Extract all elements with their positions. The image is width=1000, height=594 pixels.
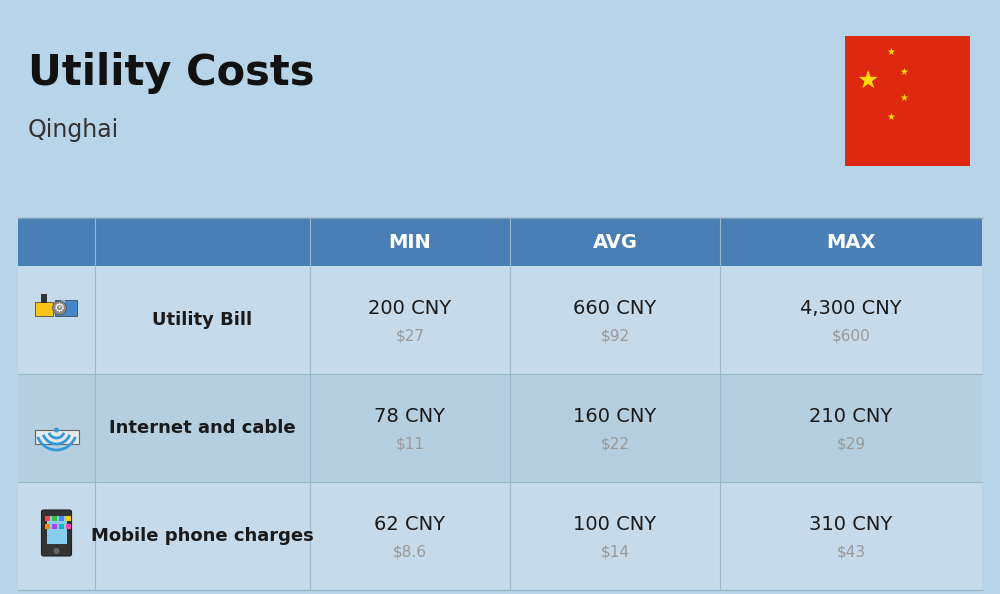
Text: $29: $29 (836, 437, 866, 451)
Bar (59, 516, 64, 520)
Circle shape (54, 548, 60, 554)
Bar (66, 516, 71, 520)
Text: $27: $27 (396, 328, 424, 343)
Bar (40, 294, 46, 303)
Bar (34, 430, 78, 444)
Text: Qinghai: Qinghai (28, 118, 119, 142)
Text: $22: $22 (600, 437, 630, 451)
Text: Mobile phone charges: Mobile phone charges (91, 527, 314, 545)
Text: MAX: MAX (826, 232, 876, 251)
Text: 62 CNY: 62 CNY (374, 514, 446, 533)
Bar (52, 516, 57, 520)
Text: $43: $43 (836, 545, 866, 560)
Text: $14: $14 (600, 545, 630, 560)
Text: 310 CNY: 310 CNY (809, 514, 893, 533)
Text: ★: ★ (899, 67, 908, 77)
Text: Internet and cable: Internet and cable (109, 419, 296, 437)
Text: 660 CNY: 660 CNY (573, 299, 657, 318)
Bar (46, 516, 66, 544)
Bar (18, 482, 982, 590)
Bar (34, 302, 52, 316)
Text: Utility Costs: Utility Costs (28, 52, 314, 94)
Text: ★: ★ (886, 112, 895, 122)
Text: MIN: MIN (389, 232, 431, 251)
Text: 160 CNY: 160 CNY (573, 406, 657, 425)
Bar (60, 300, 64, 304)
Text: ★: ★ (899, 93, 908, 103)
Text: 78 CNY: 78 CNY (374, 406, 446, 425)
Bar (18, 218, 982, 266)
Circle shape (52, 301, 66, 315)
Text: AVG: AVG (592, 232, 638, 251)
Text: ★: ★ (886, 47, 895, 57)
Text: ★: ★ (857, 69, 879, 93)
Text: $11: $11 (396, 437, 424, 451)
Text: Utility Bill: Utility Bill (152, 311, 253, 329)
Circle shape (54, 428, 59, 432)
Text: 200 CNY: 200 CNY (368, 299, 452, 318)
FancyBboxPatch shape (42, 510, 72, 556)
Text: 4,300 CNY: 4,300 CNY (800, 299, 902, 318)
Bar (54, 300, 76, 316)
Bar (66, 523, 71, 529)
Text: 210 CNY: 210 CNY (809, 406, 893, 425)
Bar (45, 523, 50, 529)
Bar (18, 374, 982, 482)
Text: $600: $600 (832, 328, 870, 343)
Bar (18, 266, 982, 374)
Bar (52, 523, 57, 529)
Bar (45, 516, 50, 520)
Text: ⚙: ⚙ (54, 302, 65, 314)
Text: 100 CNY: 100 CNY (573, 514, 657, 533)
Text: $92: $92 (600, 328, 630, 343)
Text: $8.6: $8.6 (393, 545, 427, 560)
Bar (59, 523, 64, 529)
